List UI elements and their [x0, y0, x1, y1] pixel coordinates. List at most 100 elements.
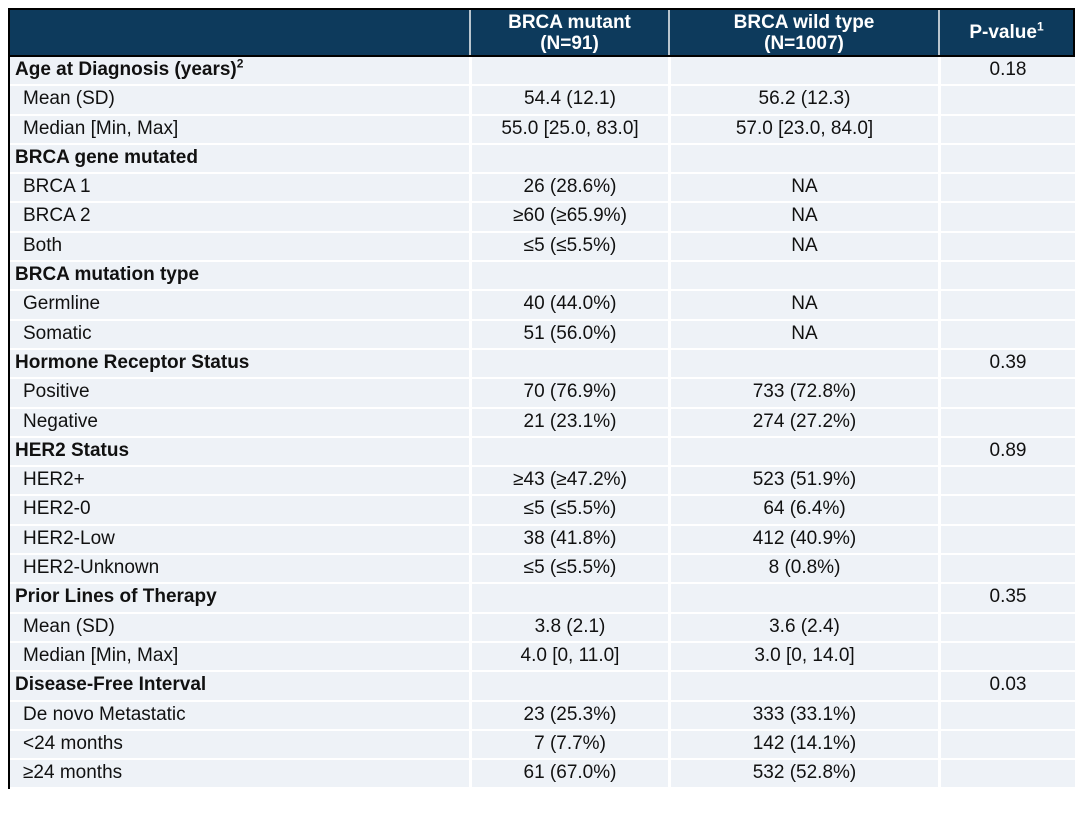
row-label-text: Negative: [23, 410, 98, 432]
row-label: Prior Lines of Therapy: [10, 584, 469, 611]
cell-p-value: 0.39: [938, 349, 1075, 378]
table-row: Both ≤5 (≤5.5%) NA: [10, 232, 1075, 263]
row-label: Both: [10, 233, 469, 260]
cell-brca-mutant: 26 (28.6%): [469, 174, 668, 202]
cell-brca-mutant: [469, 349, 668, 378]
cell-p-value: [938, 174, 1075, 202]
cell-brca-wild-type: 142 (14.1%): [668, 730, 938, 759]
cell-p-value: [938, 86, 1075, 114]
cell-brca-mutant: ≤5 (≤5.5%): [469, 555, 668, 583]
row-label-text: Mean (SD): [23, 88, 115, 110]
row-label: HER2-Unknown: [10, 555, 469, 582]
cell-brca-wild-type: NA: [668, 203, 938, 231]
cell-brca-wild-type: [668, 262, 938, 290]
cell-p-value: [938, 291, 1075, 319]
row-label: BRCA 1: [10, 174, 469, 201]
row-label: Hormone Receptor Status: [10, 350, 469, 377]
cell-brca-mutant: [469, 672, 668, 700]
cell-brca-wild-type: 532 (52.8%): [668, 760, 938, 788]
row-label: Median [Min, Max]: [10, 643, 469, 670]
row-label-text: Germline: [23, 293, 101, 315]
table-row: BRCA 1 26 (28.6%) NA: [10, 174, 1075, 204]
row-label: Positive: [10, 379, 469, 406]
table-row: <24 months 7 (7.7%) 142 (14.1%): [10, 730, 1075, 761]
row-label-text: HER2+: [23, 469, 85, 491]
cell-brca-mutant: ≥60 (≥65.9%): [469, 203, 668, 231]
cell-brca-mutant: [469, 262, 668, 290]
row-label: BRCA mutation type: [10, 262, 469, 289]
table-row: BRCA mutation type: [10, 262, 1075, 292]
row-label-text: ≥24 months: [23, 762, 123, 784]
table-row: ≥24 months 61 (67.0%) 532 (52.8%): [10, 760, 1075, 790]
table-row: HER2+ ≥43 (≥47.2%) 523 (51.9%): [10, 467, 1075, 497]
cell-brca-mutant: 40 (44.0%): [469, 291, 668, 319]
cell-p-value: [938, 408, 1075, 436]
row-label-text: Positive: [23, 381, 90, 403]
row-label-text: BRCA 1: [23, 176, 91, 198]
cell-brca-mutant: 4.0 [0, 11.0]: [469, 642, 668, 671]
table-row: Negative 21 (23.1%) 274 (27.2%): [10, 408, 1075, 438]
row-label: <24 months: [10, 731, 469, 758]
row-label-text: HER2-0: [23, 498, 91, 520]
table-row: Age at Diagnosis (years)2 0.18: [10, 57, 1075, 87]
cell-brca-wild-type: NA: [668, 320, 938, 348]
cell-brca-wild-type: 412 (40.9%): [668, 525, 938, 554]
cell-brca-mutant: [469, 144, 668, 173]
cell-p-value: [938, 115, 1075, 143]
cell-p-value: [938, 555, 1075, 583]
cell-brca-wild-type: 733 (72.8%): [668, 379, 938, 407]
row-label: HER2+: [10, 467, 469, 494]
table-row: Disease-Free Interval 0.03: [10, 672, 1075, 702]
row-label-text: Somatic: [23, 322, 92, 344]
header-label: P-value: [969, 22, 1037, 43]
row-label: Age at Diagnosis (years)2: [10, 57, 469, 84]
table-row: De novo Metastatic 23 (25.3%) 333 (33.1%): [10, 701, 1075, 731]
row-label-text: Age at Diagnosis (years): [15, 59, 237, 80]
table-row: Median [Min, Max] 4.0 [0, 11.0] 3.0 [0, 14…: [10, 642, 1075, 673]
cell-brca-mutant: 61 (67.0%): [469, 760, 668, 788]
table-row: Positive 70 (76.9%) 733 (72.8%): [10, 379, 1075, 409]
row-label-text: HER2 Status: [15, 439, 130, 461]
cell-brca-wild-type: [668, 57, 938, 85]
row-label: ≥24 months: [10, 760, 469, 787]
column-header-brca-wild-type: BRCA wild type (N=1007): [668, 10, 938, 55]
cell-p-value: [938, 379, 1075, 407]
row-label-text: BRCA mutation type: [15, 264, 200, 286]
cell-p-value: [938, 262, 1075, 290]
cell-brca-mutant: [469, 437, 668, 466]
table-row: BRCA gene mutated: [10, 144, 1075, 175]
row-label-text: De novo Metastatic: [23, 703, 186, 725]
cell-brca-mutant: 70 (76.9%): [469, 379, 668, 407]
cell-brca-wild-type: 333 (33.1%): [668, 701, 938, 729]
cell-brca-wild-type: [668, 584, 938, 612]
cell-brca-mutant: 21 (23.1%): [469, 408, 668, 436]
row-label-text: <24 months: [23, 732, 123, 754]
table-row: Prior Lines of Therapy 0.35: [10, 584, 1075, 614]
cell-brca-wild-type: [668, 437, 938, 466]
row-label-text: Mean (SD): [23, 615, 115, 637]
table-row: Hormone Receptor Status 0.39: [10, 349, 1075, 380]
cell-p-value: [938, 320, 1075, 348]
cell-brca-wild-type: NA: [668, 174, 938, 202]
row-label-text: Disease-Free Interval: [15, 674, 207, 696]
row-label: Negative: [10, 409, 469, 436]
table-row: Median [Min, Max] 55.0 [25.0, 83.0] 57.0 […: [10, 115, 1075, 145]
cell-p-value: [938, 203, 1075, 231]
footnote-marker: 2: [236, 57, 244, 71]
header-sublabel: (N=91): [540, 32, 599, 54]
cell-brca-mutant: 38 (41.8%): [469, 525, 668, 554]
cell-brca-wild-type: 64 (6.4%): [668, 496, 938, 524]
cell-brca-mutant: 51 (56.0%): [469, 320, 668, 348]
cell-brca-mutant: [469, 584, 668, 612]
row-label-text: Median [Min, Max]: [23, 117, 179, 139]
cell-p-value: [938, 730, 1075, 759]
cell-brca-wild-type: NA: [668, 291, 938, 319]
cell-p-value: [938, 467, 1075, 495]
cell-p-value: 0.89: [938, 437, 1075, 466]
row-label-text: BRCA 2: [23, 205, 91, 227]
row-label-text: Median [Min, Max]: [23, 644, 179, 666]
table-row: BRCA 2 ≥60 (≥65.9%) NA: [10, 203, 1075, 233]
cell-brca-mutant: 3.8 (2.1): [469, 613, 668, 641]
cell-brca-mutant: ≤5 (≤5.5%): [469, 232, 668, 261]
cell-brca-mutant: 54.4 (12.1): [469, 86, 668, 114]
